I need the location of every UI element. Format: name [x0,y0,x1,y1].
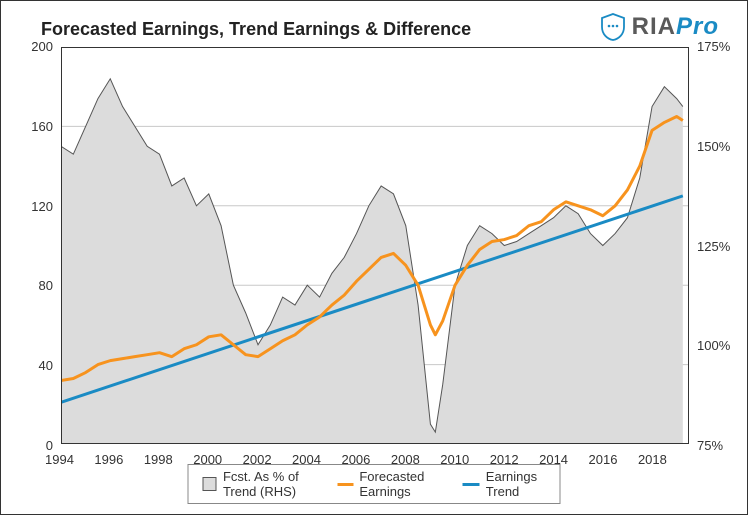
x-tick-label: 2018 [638,452,667,467]
legend: Fcst. As % of Trend (RHS) Forecasted Ear… [188,464,561,504]
plot-area [61,47,689,444]
left-tick-label: 0 [46,438,53,453]
x-tick-label: 1994 [45,452,74,467]
left-tick-label: 120 [31,199,53,214]
plot-svg [61,47,689,444]
right-tick-label: 175% [697,39,730,54]
right-tick-label: 150% [697,139,730,154]
logo-ria: RIA [632,13,676,40]
legend-item-orange: Forecasted Earnings [337,469,434,499]
x-tick-label: 1996 [94,452,123,467]
left-tick-label: 80 [39,278,53,293]
chart-container: Forecasted Earnings, Trend Earnings & Di… [0,0,748,515]
legend-label-area: Fcst. As % of Trend (RHS) [223,469,309,499]
legend-label-orange: Forecasted Earnings [359,469,434,499]
logo-text: RIAPro [632,13,719,41]
chart-title: Forecasted Earnings, Trend Earnings & Di… [41,19,471,40]
legend-item-blue: Earnings Trend [462,469,545,499]
legend-label-blue: Earnings Trend [486,469,546,499]
right-tick-label: 100% [697,338,730,353]
legend-item-area: Fcst. As % of Trend (RHS) [203,469,310,499]
logo-pro: Pro [676,13,719,40]
x-tick-label: 2016 [589,452,618,467]
x-tick-label: 1998 [144,452,173,467]
left-tick-label: 40 [39,358,53,373]
right-tick-label: 75% [697,438,723,453]
left-tick-label: 200 [31,39,53,54]
legend-line-orange [337,483,353,486]
legend-swatch-area [203,477,217,491]
shield-icon [600,13,626,41]
legend-line-blue [462,483,480,486]
left-tick-label: 160 [31,119,53,134]
logo: RIAPro [600,13,719,41]
right-tick-label: 125% [697,239,730,254]
